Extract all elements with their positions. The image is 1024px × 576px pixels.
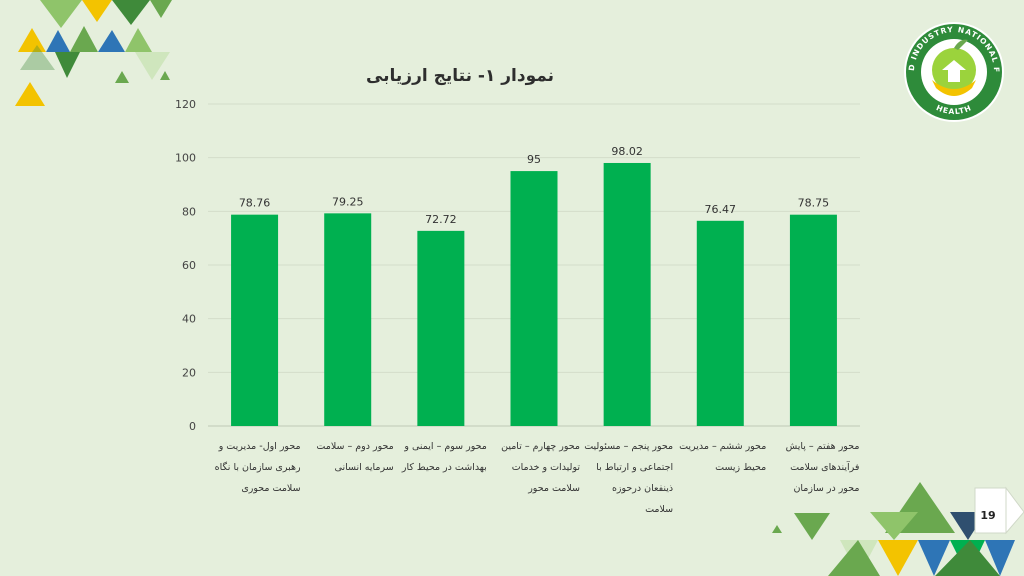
svg-text:HEALTH: HEALTH: [935, 103, 973, 116]
y-tick-label: 60: [182, 259, 196, 272]
x-category-label: محور دوم – سلامت سرمایه انسانی: [316, 441, 394, 473]
x-category-label: محور پنجم – مسئولیت اجتماعی و ارتباط با …: [584, 441, 674, 515]
bar-value-label: 79.25: [332, 195, 364, 208]
bar: [231, 214, 279, 426]
bar: [510, 171, 558, 426]
bar: [696, 220, 744, 426]
bar-value-label: 98.02: [611, 145, 643, 158]
bar: [324, 213, 372, 426]
x-category-label: محور هفتم – پایش فرآیندهای سلامت محور در…: [785, 441, 860, 494]
bar-value-label: 78.75: [798, 197, 830, 210]
decor-triangles-bottom-right: [772, 482, 1024, 576]
festival-logo: ORIENTED INDUSTRY NATIONAL FESTIVAL HEAL…: [902, 20, 1004, 122]
y-tick-label: 80: [182, 205, 196, 218]
bar-value-label: 72.72: [425, 213, 457, 226]
page-number: 19: [980, 509, 996, 522]
decor-triangles-top-left: [15, 0, 172, 106]
x-category-label: محور ششم – مدیریت محیط زیست: [679, 441, 767, 473]
chart-title: نمودار ۱- نتایج ارزیابی: [365, 66, 555, 86]
bar-value-label: 76.47: [705, 203, 737, 216]
x-category-label: محور اول- مدیریت و رهبری سازمان با نگاه …: [214, 441, 301, 494]
y-tick-label: 0: [189, 420, 196, 433]
x-category-label: محور چهارم – تامین تولیدات و خدمات سلامت…: [501, 441, 580, 494]
bar: [603, 162, 651, 426]
y-tick-label: 40: [182, 313, 196, 326]
y-tick-label: 20: [182, 366, 196, 379]
x-category-label: محور سوم – ایمنی و بهداشت در محیط کار: [401, 441, 487, 473]
y-tick-label: 100: [175, 152, 196, 165]
bar: [789, 214, 837, 426]
y-tick-label: 120: [175, 98, 196, 111]
bar-value-label: 95: [527, 153, 541, 166]
bar: [417, 230, 465, 426]
bar-value-label: 78.76: [239, 197, 271, 210]
